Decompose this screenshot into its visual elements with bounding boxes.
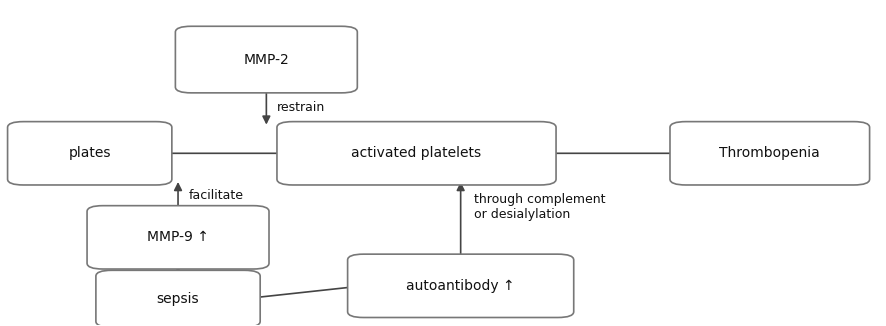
Text: restrain: restrain — [277, 101, 325, 114]
FancyBboxPatch shape — [8, 122, 172, 185]
Text: plates: plates — [68, 146, 111, 160]
Text: through complement
or desialylation: through complement or desialylation — [474, 193, 605, 221]
FancyBboxPatch shape — [87, 206, 269, 269]
Text: MMP-2: MMP-2 — [244, 52, 289, 67]
FancyBboxPatch shape — [175, 26, 357, 93]
FancyBboxPatch shape — [96, 270, 260, 326]
Text: activated platelets: activated platelets — [352, 146, 482, 160]
FancyBboxPatch shape — [347, 254, 574, 318]
Text: Thrombopenia: Thrombopenia — [719, 146, 820, 160]
FancyBboxPatch shape — [670, 122, 869, 185]
FancyBboxPatch shape — [277, 122, 556, 185]
Text: MMP-9 ↑: MMP-9 ↑ — [147, 230, 209, 244]
Text: facilitate: facilitate — [189, 189, 244, 202]
Text: autoantibody ↑: autoantibody ↑ — [407, 279, 515, 293]
Text: sepsis: sepsis — [157, 292, 199, 306]
